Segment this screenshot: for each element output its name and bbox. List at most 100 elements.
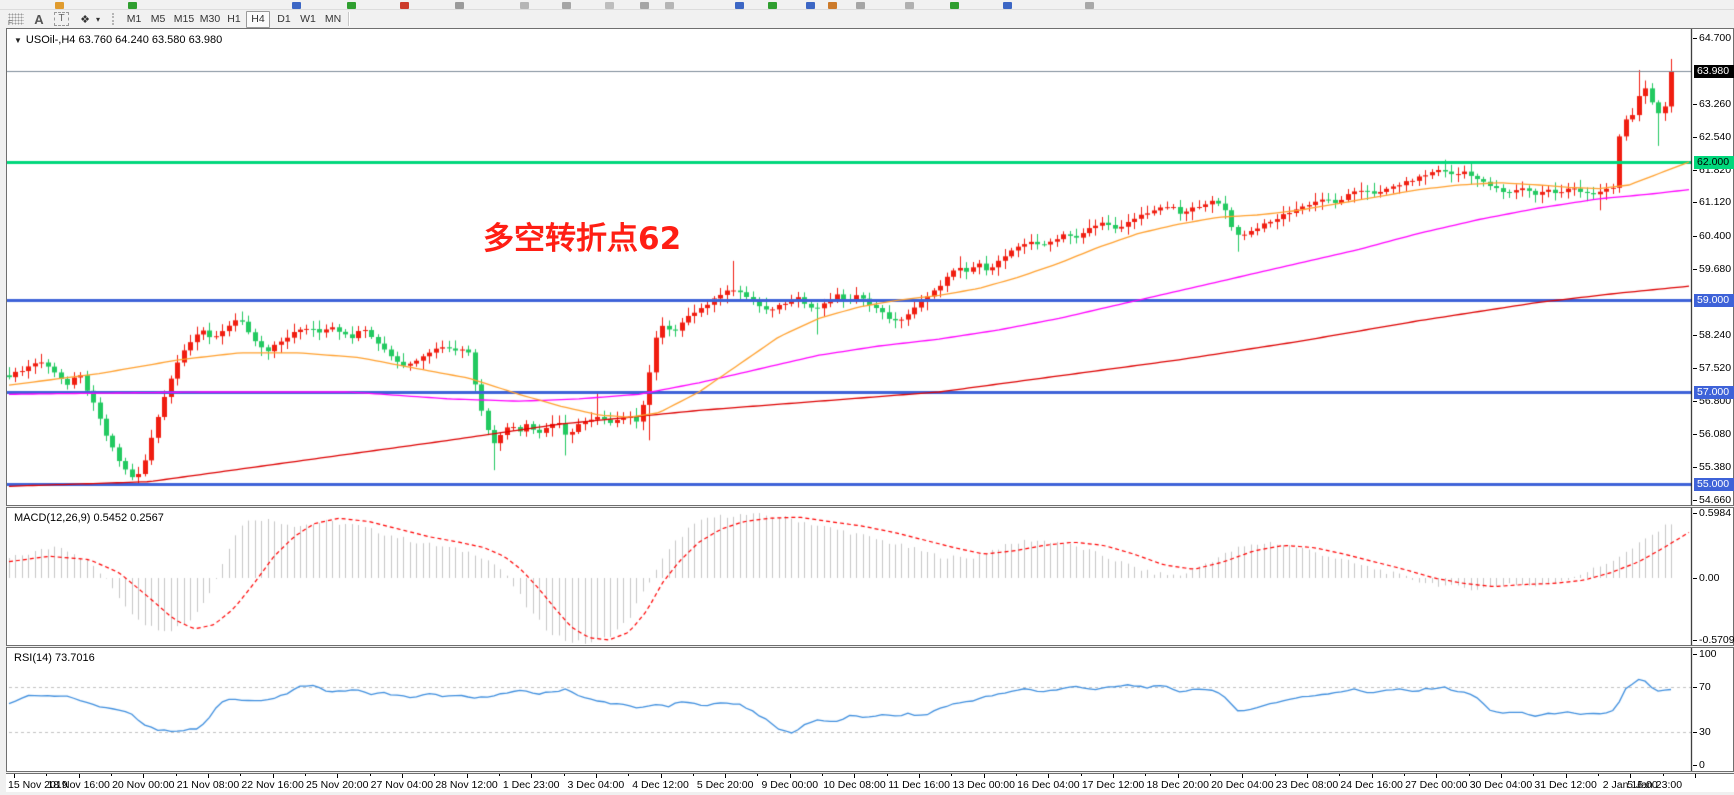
- macd-axis-label: -0.5709: [1699, 633, 1734, 646]
- macd-panel: MACD(12,26,9) 0.5452 0.2567 0.5984 0.00 -0…: [6, 507, 1734, 646]
- toolbar-icon-fragment[interactable]: [735, 2, 744, 9]
- time-tick: [272, 774, 274, 778]
- toolbar-drag-handle[interactable]: [112, 13, 117, 25]
- time-axis-label: 27 Dec 00:00: [1405, 779, 1468, 791]
- rsi-label: RSI(14) 73.7016: [14, 652, 95, 664]
- time-tick-minor: [1145, 774, 1147, 776]
- time-axis-label: 2 Jan 16:00: [1602, 779, 1658, 791]
- time-tick-minor: [757, 774, 759, 776]
- rsi-canvas[interactable]: [7, 648, 1733, 771]
- timeframe-button-M5[interactable]: M5: [150, 13, 166, 25]
- axis-tick: [1693, 137, 1697, 139]
- toolbar-icon-fragment[interactable]: [455, 2, 464, 9]
- time-tick-minor: [1468, 774, 1470, 776]
- time-axis-label: 1 Dec 23:00: [502, 779, 560, 791]
- timeframe-button-H4[interactable]: H4: [246, 11, 270, 28]
- macd-label: MACD(12,26,9) 0.5452 0.2567: [14, 512, 164, 524]
- time-tick-minor: [1597, 774, 1599, 776]
- time-tick: [1630, 774, 1632, 778]
- objects-dropdown-icon[interactable]: ▾: [95, 14, 100, 24]
- toolbar-icon-fragment[interactable]: [640, 2, 649, 9]
- time-tick-minor: [1016, 774, 1018, 776]
- time-axis-label: 23 Dec 08:00: [1275, 779, 1339, 791]
- time-axis-label: 20 Dec 04:00: [1211, 779, 1274, 791]
- time-axis-label: 5 Dec 20:00: [696, 779, 754, 791]
- timeframe-button-M1[interactable]: M1: [126, 13, 142, 25]
- time-axis-label: 30 Dec 04:00: [1469, 779, 1533, 791]
- upper-toolbar-clipped: [0, 0, 1734, 10]
- price-axis-label: 54.660: [1699, 493, 1732, 506]
- time-tick: [1307, 774, 1308, 778]
- price-chart-panel: ▼ USOil-,H4 63.760 64.240 63.580 63.980 多…: [6, 28, 1734, 506]
- axis-tick: [1693, 499, 1697, 501]
- objects-icon[interactable]: ❖: [80, 13, 90, 26]
- axis-tick: [1693, 268, 1697, 270]
- timeframe-button-H1[interactable]: H1: [227, 13, 241, 25]
- toolbar-icon-fragment[interactable]: [905, 2, 914, 9]
- time-tick-minor: [886, 774, 888, 776]
- time-tick-minor: [951, 774, 953, 776]
- toolbar-icon-fragment[interactable]: [950, 2, 959, 9]
- axis-tick: [1693, 104, 1697, 106]
- toolbar-icon-fragment[interactable]: [1003, 2, 1012, 9]
- axis-tick: [1693, 687, 1697, 689]
- toolbar-icon-fragment[interactable]: [806, 2, 815, 9]
- toolbar-icon-fragment[interactable]: [856, 2, 865, 9]
- symbol-dropdown-icon[interactable]: ▼: [14, 36, 22, 45]
- toolbar-icon-fragment[interactable]: [768, 2, 777, 9]
- axis-tick: [1693, 334, 1697, 336]
- time-tick-minor: [175, 774, 177, 776]
- time-axis-label: 10 Dec 08:00: [823, 779, 886, 791]
- toolbar-icon-fragment[interactable]: [605, 2, 614, 9]
- time-tick-minor: [46, 774, 48, 776]
- toolbar-icon-fragment[interactable]: [1085, 2, 1094, 9]
- time-tick: [14, 774, 15, 778]
- toolbar-icon-fragment[interactable]: [400, 2, 409, 9]
- time-tick: [1113, 774, 1115, 778]
- macd-canvas[interactable]: [7, 508, 1733, 645]
- time-axis[interactable]: 15 Nov 2019 18 Nov 16:00 20 Nov 00:00 21 No…: [6, 773, 1734, 793]
- price-chart-canvas[interactable]: [7, 29, 1733, 505]
- toolbar-separator: [348, 12, 349, 26]
- toolbar-icon-fragment[interactable]: [128, 2, 137, 9]
- chart-title-text: USOil-,H4 63.760 64.240 63.580 63.980: [25, 34, 223, 46]
- rsi-axis-label: 30: [1699, 725, 1711, 738]
- rsi-axis-label: 70: [1699, 681, 1711, 694]
- time-tick-minor: [369, 774, 371, 776]
- text-box-icon[interactable]: T: [54, 12, 69, 26]
- time-tick-minor: [1210, 774, 1212, 776]
- toolbar-icon-fragment[interactable]: [55, 2, 64, 9]
- time-tick-minor: [1533, 774, 1535, 776]
- axis-tick: [1693, 170, 1697, 172]
- timeframe-button-D1[interactable]: D1: [277, 13, 291, 25]
- indicators-grid-icon[interactable]: F: [8, 13, 24, 27]
- time-tick: [725, 774, 727, 778]
- price-axis-label: 59.680: [1699, 262, 1732, 275]
- time-tick: [207, 774, 209, 778]
- timeframe-button-W1[interactable]: W1: [300, 13, 316, 25]
- timeframe-button-M30[interactable]: M30: [199, 13, 221, 25]
- toolbar-icon-fragment[interactable]: [665, 2, 674, 9]
- toolbar-icon-fragment[interactable]: [347, 2, 356, 9]
- toolbar-icon-fragment[interactable]: [562, 2, 571, 9]
- time-tick: [466, 774, 468, 778]
- text-label-icon[interactable]: A: [34, 11, 44, 27]
- time-tick-minor: [1403, 774, 1405, 776]
- chart-text-annotation: 多空转折点62: [483, 221, 682, 257]
- time-axis-label: 9 Dec 00:00: [761, 779, 819, 791]
- time-tick: [854, 774, 856, 778]
- time-tick: [1177, 774, 1179, 778]
- time-tick: [1436, 774, 1438, 778]
- toolbar-icon-fragment[interactable]: [520, 2, 529, 9]
- time-tick-minor: [434, 774, 436, 776]
- time-axis-label: 15 Nov 2019: [8, 779, 68, 791]
- timeframe-button-MN[interactable]: MN: [324, 13, 342, 25]
- toolbar-icon-fragment[interactable]: [828, 2, 837, 9]
- price-axis-label: 60.400: [1699, 229, 1732, 242]
- timeframe-button-M15[interactable]: M15: [173, 13, 195, 25]
- axis-tick: [1693, 654, 1697, 655]
- axis-tick: [1693, 765, 1697, 766]
- chart-title: ▼ USOil-,H4 63.760 64.240 63.580 63.980: [14, 34, 222, 46]
- toolbar-icon-fragment[interactable]: [292, 2, 301, 9]
